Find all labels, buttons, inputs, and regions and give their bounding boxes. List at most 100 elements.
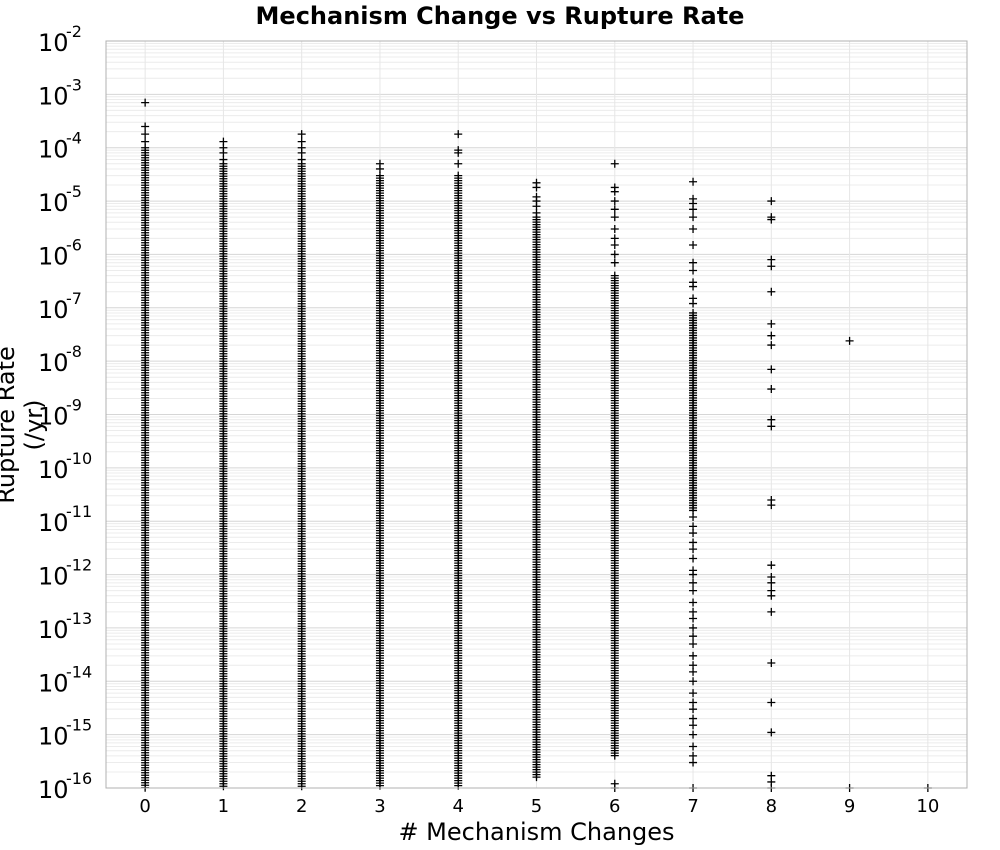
data-point	[767, 255, 776, 264]
y-tick-label: 10	[38, 669, 69, 697]
data-point	[689, 258, 698, 267]
y-tick-exponent: -11	[66, 502, 92, 521]
data-point	[767, 331, 776, 340]
y-tick-exponent: -7	[66, 289, 82, 308]
data-point	[689, 554, 698, 563]
data-point	[767, 728, 776, 737]
x-axis-label: # Mechanism Changes	[398, 818, 675, 846]
y-tick-label: 10	[38, 242, 69, 270]
y-tick-exponent: -8	[66, 342, 82, 361]
data-point	[767, 561, 776, 570]
data-point	[689, 545, 698, 554]
x-tick-labels: 0 1 2 3 4 5 6 7 8 9 10	[139, 796, 939, 817]
x-tick-label: 9	[844, 796, 855, 817]
data-point	[845, 336, 854, 345]
data-point	[689, 598, 698, 607]
y-tick-exponent: -6	[66, 235, 82, 254]
y-tick-exponent: -16	[66, 769, 92, 788]
data-point	[610, 224, 619, 233]
y-axis-label: Rupture Rate (/yr)	[0, 346, 48, 504]
y-tick-exponent: -2	[66, 22, 82, 41]
data-point	[689, 614, 698, 623]
y-tick-exponent: -14	[66, 662, 92, 681]
y-tick-label: 10	[38, 189, 69, 217]
data-point	[375, 164, 384, 173]
data-point-band	[219, 782, 228, 791]
data-point	[689, 578, 698, 587]
data-point	[689, 299, 698, 308]
data-point	[610, 187, 619, 196]
data-point	[689, 586, 698, 595]
data-point	[767, 698, 776, 707]
x-tick-label: 3	[374, 796, 385, 817]
y-tick-label: 10	[38, 403, 69, 431]
data-point	[610, 234, 619, 243]
data-point	[141, 122, 150, 131]
x-tick-label: 10	[916, 796, 939, 817]
data-point	[767, 659, 776, 668]
data-point	[689, 730, 698, 739]
data-point	[532, 183, 541, 192]
data-point	[689, 512, 698, 521]
data-point	[610, 779, 619, 788]
data-point	[767, 385, 776, 394]
y-tick-exponent: -15	[66, 716, 92, 735]
data-point	[297, 130, 306, 139]
data-point	[297, 155, 306, 164]
data-point	[610, 241, 619, 250]
y-tick-exponent: -4	[66, 129, 82, 148]
x-tick-label: 0	[139, 796, 150, 817]
data-point	[689, 529, 698, 538]
data-point	[689, 282, 698, 291]
data-point	[767, 287, 776, 296]
y-tick-labels: 10-210-310-410-510-610-710-810-910-1010-…	[38, 22, 92, 804]
data-point	[767, 215, 776, 224]
data-point	[767, 578, 776, 587]
y-tick-label: 10	[38, 29, 69, 57]
y-tick-exponent: -9	[66, 396, 82, 415]
data-point	[454, 148, 463, 157]
x-tick-label: 8	[766, 796, 777, 817]
data-point	[454, 159, 463, 168]
data-point	[610, 159, 619, 168]
data-point-band	[532, 773, 541, 782]
data-point	[219, 155, 228, 164]
data-point	[689, 667, 698, 676]
y-tick-label: 10	[38, 776, 69, 804]
chart-title: Mechanism Change vs Rupture Rate	[255, 2, 745, 30]
y-tick-exponent: -13	[66, 609, 92, 628]
data-point	[767, 607, 776, 616]
data-point	[767, 197, 776, 206]
y-tick-label: 10	[38, 616, 69, 644]
data-point	[689, 639, 698, 648]
data-point	[689, 623, 698, 632]
data-point	[141, 130, 150, 139]
data-point	[767, 319, 776, 328]
data-point	[689, 205, 698, 214]
data-point	[689, 705, 698, 714]
data-point-band	[297, 782, 306, 791]
data-point	[767, 341, 776, 350]
data-point	[610, 213, 619, 222]
y-tick-label: 10	[38, 509, 69, 537]
x-tick-label: 6	[609, 796, 620, 817]
x-tick-label: 4	[453, 796, 464, 817]
data-point	[767, 501, 776, 510]
data-point	[141, 98, 150, 107]
data-point	[767, 422, 776, 431]
x-tick-label: 7	[687, 796, 698, 817]
y-tick-label: 10	[38, 82, 69, 110]
data-point	[689, 677, 698, 686]
y-tick-exponent: -12	[66, 556, 92, 575]
data-point	[767, 262, 776, 271]
plot-frame	[105, 40, 968, 789]
data-point	[532, 208, 541, 217]
data-point	[454, 130, 463, 139]
y-tick-label: 10	[38, 136, 69, 164]
data-point	[689, 721, 698, 730]
data-point	[689, 742, 698, 751]
data-point	[689, 241, 698, 250]
y-tick-exponent: -5	[66, 182, 82, 201]
data-point	[689, 607, 698, 616]
